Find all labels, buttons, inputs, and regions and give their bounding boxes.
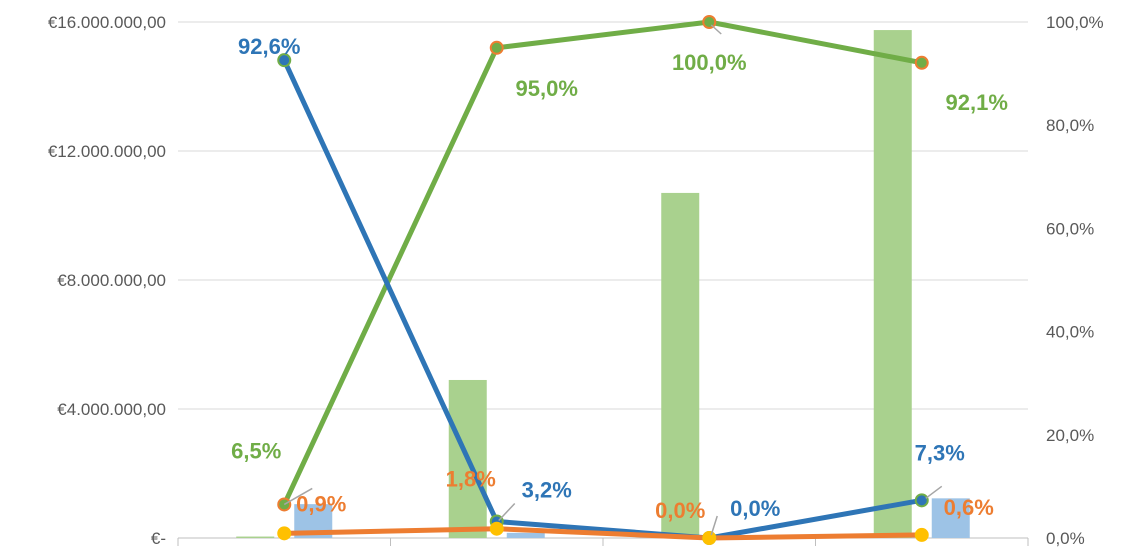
- data-label: 0,9%: [296, 491, 346, 516]
- leader-line: [498, 502, 516, 522]
- y-right-tick-label: 40,0%: [1046, 323, 1094, 342]
- data-point: [914, 493, 929, 508]
- y-left-tick-label: €-: [151, 529, 166, 547]
- data-label: 7,3%: [915, 440, 965, 465]
- axis-ticks: €- €4.000.000,00 €8.000.000,00 €12.000.000,…: [48, 13, 1104, 547]
- leader-line: [925, 485, 943, 499]
- data-label: 0,6%: [944, 495, 994, 520]
- data-label: 100,0%: [672, 50, 747, 75]
- leader-line: [710, 515, 718, 536]
- y-left-tick-label: €12.000.000,00: [48, 142, 166, 161]
- data-label: 0,0%: [730, 496, 780, 521]
- data-label: 92,6%: [238, 34, 300, 59]
- data-label: 6,5%: [231, 438, 281, 463]
- data-point: [914, 55, 929, 70]
- data-point: [489, 40, 504, 55]
- data-point: [702, 531, 717, 545]
- y-left-tick-label: €8.000.000,00: [57, 271, 166, 290]
- series-line: [281, 526, 925, 541]
- y-left-tick-label: €16.000.000,00: [48, 13, 166, 32]
- data-labels: 6,5% 95,0% 100,0% 92,1% 92,6% 3,2% 0,0% 7,3% 0,9…: [231, 24, 1008, 536]
- leader-line: [283, 487, 313, 506]
- data-point: [277, 526, 292, 541]
- y-right-tick-label: 0,0%: [1046, 529, 1085, 547]
- bar: [661, 192, 700, 539]
- bar: [873, 30, 912, 538]
- series-line: [281, 57, 925, 541]
- y-right-tick-label: 60,0%: [1046, 219, 1094, 238]
- bar: [236, 536, 275, 538]
- data-point: [277, 53, 292, 68]
- leader-line: [710, 24, 722, 35]
- bar: [931, 498, 970, 538]
- y-left-tick-label: €4.000.000,00: [57, 400, 166, 419]
- data-label: 92,1%: [946, 90, 1008, 115]
- bars: [236, 30, 970, 539]
- bar: [506, 532, 545, 538]
- data-label: 3,2%: [522, 477, 572, 502]
- y-right-tick-label: 100,0%: [1046, 13, 1104, 32]
- data-label: 1,8%: [446, 467, 496, 492]
- series-line: [281, 19, 925, 507]
- data-point: [489, 521, 504, 536]
- y-right-tick-label: 80,0%: [1046, 116, 1094, 135]
- data-label: 95,0%: [516, 76, 578, 101]
- y-right-tick-label: 20,0%: [1046, 426, 1094, 445]
- data-label: 0,0%: [655, 498, 705, 523]
- data-point: [914, 527, 929, 542]
